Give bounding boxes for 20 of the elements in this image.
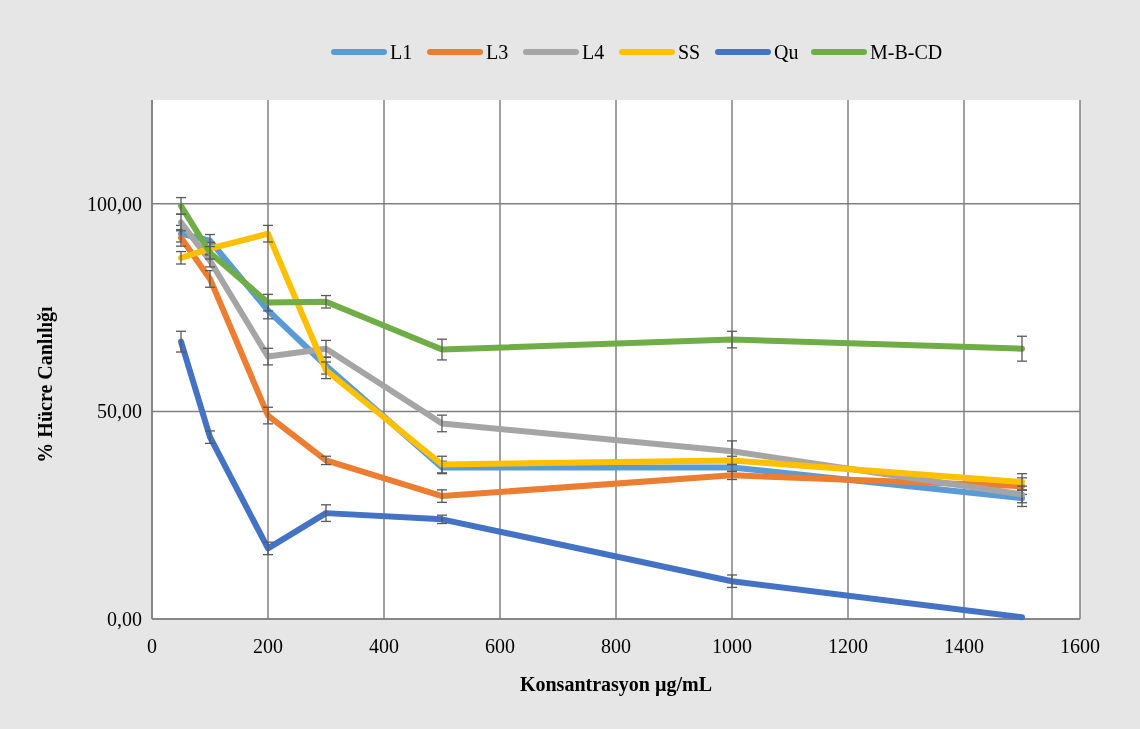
- x-tick-label: 1400: [944, 635, 984, 657]
- y-tick-label: 100,00: [87, 192, 142, 215]
- y-axis-title: % Hücre Canlılığı: [34, 305, 57, 463]
- y-tick-label: 50,00: [97, 400, 142, 423]
- legend-label: L1: [390, 41, 413, 63]
- legend-label: Qu: [774, 41, 799, 63]
- x-tick-label: 600: [485, 635, 515, 657]
- legend-label: SS: [678, 41, 701, 63]
- x-tick-label: 1600: [1060, 635, 1100, 657]
- x-tick-label: 200: [253, 635, 283, 657]
- legend-label: M-B-CD: [870, 41, 943, 63]
- x-tick-label: 800: [601, 635, 631, 657]
- legend-label: L3: [486, 41, 509, 63]
- x-tick-label: 1000: [712, 635, 752, 657]
- y-tick-label: 0,00: [107, 608, 142, 630]
- legend-label: L4: [582, 41, 605, 63]
- x-tick-label: 0: [147, 635, 157, 657]
- x-axis-title: Konsantrasyon µg/mL: [519, 673, 713, 696]
- x-tick-label: 1200: [828, 635, 868, 657]
- x-tick-label: 400: [369, 635, 399, 657]
